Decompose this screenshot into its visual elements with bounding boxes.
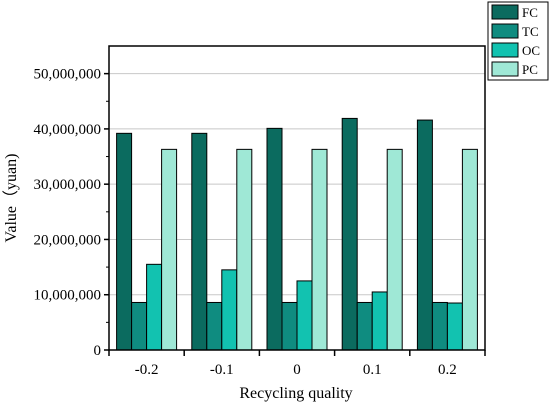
x-axis-title: Recycling quality (239, 385, 352, 402)
bar-oc-2 (296, 280, 313, 351)
bar-fc-2 (266, 127, 283, 351)
bar-fc-4 (416, 119, 433, 351)
legend-label-pc: PC (522, 62, 538, 77)
y-tick-label: 30,000,000 (34, 177, 102, 193)
x-tick-label: 0.1 (363, 362, 382, 378)
bar-tc-4 (431, 301, 448, 351)
legend-swatch-fc (491, 4, 519, 20)
x-tick-label: -0.2 (135, 362, 159, 378)
bar-fc-3 (341, 117, 358, 351)
y-tick-label: 10,000,000 (34, 288, 102, 304)
bar-pc-3 (386, 148, 403, 351)
bar-pc-0 (161, 148, 178, 351)
bar-pc-2 (311, 148, 328, 351)
axes (104, 45, 486, 356)
bar-oc-4 (446, 302, 463, 351)
legend-label-oc: OC (522, 43, 540, 58)
bar-oc-3 (371, 291, 388, 351)
y-tick-label: 20,000,000 (34, 232, 102, 248)
y-tick-label: 40,000,000 (34, 122, 102, 138)
y-tick-label: 50,000,000 (34, 67, 102, 83)
bar-tc-2 (281, 301, 298, 351)
x-tick-label: 0 (293, 362, 301, 378)
bars (116, 117, 478, 351)
y-tick-label: 0 (94, 343, 102, 359)
bar-pc-4 (461, 148, 478, 351)
bar-pc-1 (236, 148, 253, 351)
bar-tc-0 (131, 301, 148, 351)
legend-swatch-pc (491, 61, 519, 77)
plot-frame (108, 45, 486, 351)
bar-oc-0 (146, 263, 163, 351)
legend-label-tc: TC (522, 24, 539, 39)
x-tick-label: 0.2 (438, 362, 457, 378)
legend-swatch-oc (491, 42, 519, 58)
y-axis-tick-labels: 0 10,000,000 20,000,000 30,000,000 40,000,00… (34, 67, 102, 359)
x-axis-tick-labels: -0.2 -0.1 0 0.1 0.2 (135, 362, 457, 378)
x-tick-label: -0.1 (210, 362, 234, 378)
bar-fc-1 (191, 132, 208, 351)
legend-swatch-tc (491, 23, 519, 39)
bar-oc-1 (221, 269, 238, 351)
bar-tc-3 (356, 301, 373, 351)
y-axis-title: Value（yuan) (2, 154, 20, 243)
bar-tc-1 (206, 301, 223, 351)
legend: FC TC OC PC (487, 1, 549, 81)
bar-fc-0 (116, 132, 133, 351)
legend-label-fc: FC (522, 5, 538, 20)
